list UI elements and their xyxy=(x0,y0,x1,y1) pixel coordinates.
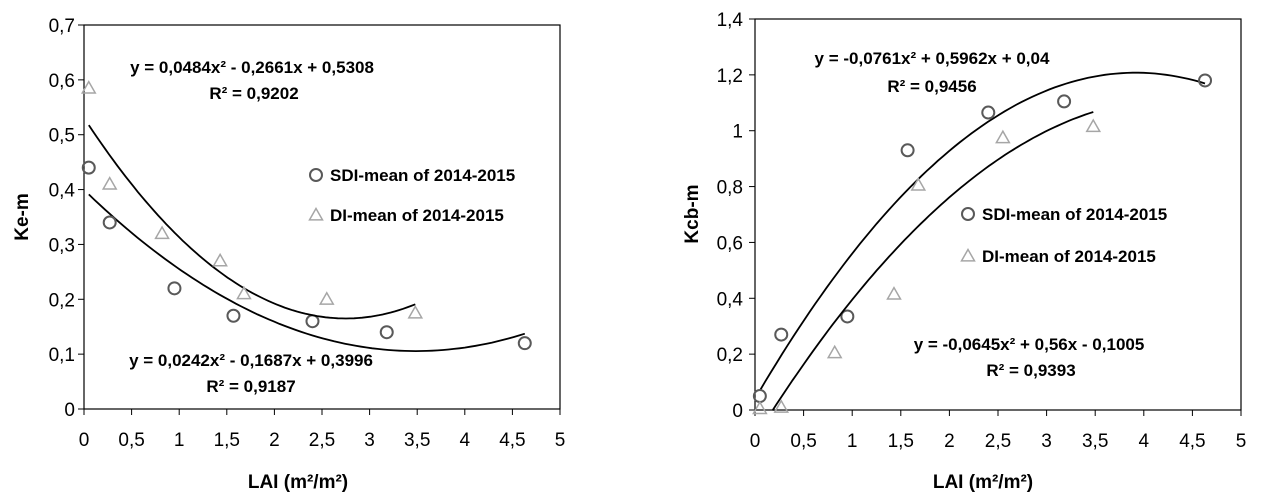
y-tick-label: 0,7 xyxy=(49,16,75,37)
legend-marker xyxy=(961,207,975,221)
r-squared: R² = 0,9202 xyxy=(209,84,298,103)
trend-equation: y = -0,0761x² + 0,5962x + 0,04 xyxy=(815,49,1050,68)
trendline xyxy=(88,124,416,320)
data-point xyxy=(102,215,117,230)
data-point xyxy=(995,129,1011,144)
data-point xyxy=(900,143,915,158)
x-tick-label: 4 xyxy=(460,430,471,451)
trend-equation: y = 0,0484x² - 0,2661x + 0,5308 xyxy=(130,58,374,77)
series-sdi: SDI-mean of 2014-2015 y = 0,0242x² - 0,16… xyxy=(81,160,532,396)
data-point xyxy=(910,177,927,191)
chart-1: 0 0,1 0,2 0,3 0,4 0,5 0,6 0,7 0 0,5 1 1,5 2 2,5 3 3,5 4 4… xyxy=(12,16,565,493)
data-point xyxy=(752,389,767,404)
x-tick-label: 3,5 xyxy=(404,430,430,451)
data-point xyxy=(1057,94,1072,109)
data-point xyxy=(773,399,790,413)
y-axis-title: Kcb-m xyxy=(682,184,703,243)
y-tick-label: 0 xyxy=(64,400,75,421)
x-tick-label: 3 xyxy=(364,430,375,451)
data-point xyxy=(774,327,789,342)
data-point xyxy=(981,105,996,120)
y-tick-label: 1 xyxy=(732,122,743,143)
data-point xyxy=(840,309,855,324)
x-tick-label: 2 xyxy=(944,431,955,452)
data-point xyxy=(236,285,252,300)
chart-2: 0 0,2 0,4 0,6 0,8 1 1,2 1,4 0 0,5 1 1,5 2 2,5 3 3,5 4 4,5… xyxy=(682,10,1246,493)
data-point xyxy=(826,344,843,359)
data-point xyxy=(101,176,118,190)
y-axis-title: Ke-m xyxy=(12,193,33,241)
x-tick-label: 1,5 xyxy=(214,430,240,451)
data-point xyxy=(517,336,532,351)
legend-label: SDI-mean of 2014-2015 xyxy=(982,205,1167,224)
x-tick-label: 4,5 xyxy=(499,430,525,451)
y-tick-label: 1,2 xyxy=(717,66,743,87)
y-tick-label: 0 xyxy=(732,401,743,422)
trendline xyxy=(759,71,1206,392)
legend-label: SDI-mean of 2014-2015 xyxy=(330,166,515,185)
series-di: DI-mean of 2014-2015 y = 0,0484x² - 0,266… xyxy=(80,58,504,320)
data-point xyxy=(318,291,335,305)
legend-marker xyxy=(309,168,323,182)
x-tick-label: 3 xyxy=(1041,431,1052,452)
series-sdi: SDI-mean of 2014-2015 y = -0,0761x² + 0,5… xyxy=(752,49,1213,404)
trendline xyxy=(771,111,1094,411)
x-tick-label: 1 xyxy=(174,430,185,451)
y-tick-label: 0,2 xyxy=(717,345,743,366)
y-tick-label: 0,6 xyxy=(49,71,75,92)
y-tick-label: 0,3 xyxy=(49,235,75,256)
x-tick-label: 0,5 xyxy=(790,431,816,452)
data-point xyxy=(167,281,182,296)
x-tick-label: 0,5 xyxy=(118,430,144,451)
x-tick-label: 3,5 xyxy=(1082,431,1108,452)
data-point xyxy=(226,308,241,323)
y-tick-label: 0,6 xyxy=(717,233,743,254)
y-tick-label: 0,5 xyxy=(49,126,75,147)
data-point xyxy=(379,325,394,340)
data-point xyxy=(80,80,97,94)
x-tick-label: 1,5 xyxy=(888,431,914,452)
trend-equation: y = -0,0645x² + 0,56x - 0,1005 xyxy=(914,335,1145,354)
series-di: DI-mean of 2014-2015 y = -0,0645x² + 0,56… xyxy=(752,111,1156,415)
x-tick-label: 0 xyxy=(750,431,761,452)
x-tick-label: 5 xyxy=(555,430,566,451)
y-tick-label: 0,1 xyxy=(49,345,75,366)
data-point xyxy=(752,400,768,415)
x-tick-label: 4 xyxy=(1139,431,1150,452)
y-tick-label: 0,8 xyxy=(717,178,743,199)
x-tick-label: 0 xyxy=(79,430,90,451)
x-axis-title: LAI (m²/m²) xyxy=(933,472,1033,493)
data-point xyxy=(154,225,170,240)
y-tick-label: 0,4 xyxy=(717,289,744,310)
x-axis-title: LAI (m²/m²) xyxy=(248,472,348,493)
x-tick-label: 4,5 xyxy=(1179,431,1205,452)
data-point xyxy=(886,286,902,300)
y-tick-label: 0,2 xyxy=(49,290,75,311)
trend-equation: y = 0,0242x² - 0,1687x + 0,3996 xyxy=(129,351,373,370)
r-squared: R² = 0,9187 xyxy=(206,377,295,396)
x-tick-label: 1 xyxy=(847,431,858,452)
x-tick-label: 2,5 xyxy=(985,431,1011,452)
x-tick-label: 2 xyxy=(269,430,280,451)
legend-label: DI-mean of 2014-2015 xyxy=(330,206,504,225)
data-point xyxy=(407,304,424,319)
legend-label: DI-mean of 2014-2015 xyxy=(982,247,1156,266)
y-tick-label: 1,4 xyxy=(717,10,744,31)
data-point xyxy=(212,252,228,267)
data-point xyxy=(81,160,96,175)
legend-marker xyxy=(960,247,976,262)
legend-marker xyxy=(308,206,324,221)
data-point xyxy=(1198,73,1213,88)
r-squared: R² = 0,9393 xyxy=(986,361,1075,380)
trendline xyxy=(88,193,526,353)
r-squared: R² = 0,9456 xyxy=(887,77,976,96)
data-point xyxy=(305,314,320,329)
data-point xyxy=(1085,118,1102,133)
y-tick-label: 0,4 xyxy=(49,181,76,202)
x-tick-label: 5 xyxy=(1236,431,1247,452)
x-tick-label: 2,5 xyxy=(309,430,335,451)
